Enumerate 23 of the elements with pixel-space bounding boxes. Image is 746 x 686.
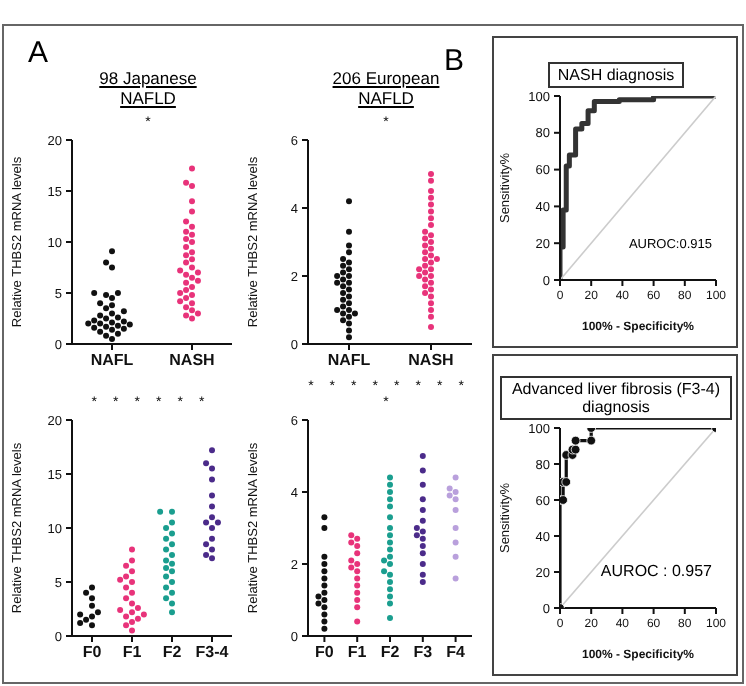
line-series bbox=[560, 96, 716, 280]
point bbox=[586, 435, 596, 446]
x-tick-label: NASH bbox=[169, 351, 216, 370]
text: A bbox=[28, 36, 49, 70]
x-tick-label: F3-4 bbox=[195, 643, 230, 662]
x-tick-label: F0 bbox=[82, 643, 103, 662]
x-tick-label: F1 bbox=[122, 643, 143, 662]
point bbox=[570, 435, 581, 446]
chart-title: 206 European NAFLD bbox=[332, 68, 440, 108]
x-tick-label: NAFL bbox=[90, 351, 134, 370]
x-tick-label: F2 bbox=[162, 643, 183, 662]
x-tick-label: F0 bbox=[315, 643, 335, 662]
chart-title: Advanced liver fibrosis (F3-4) diagnosis bbox=[500, 376, 732, 420]
chart-title: 98 Japanese NAFLD bbox=[97, 68, 199, 108]
x-tick-label: F1 bbox=[347, 643, 368, 662]
chart-title: NASH diagnosis bbox=[547, 62, 685, 88]
x-tick-label: F2 bbox=[380, 643, 401, 662]
annotation: AUROC : 0.957 bbox=[600, 562, 712, 580]
x-tick-label: NASH bbox=[408, 351, 455, 370]
x-tick-label: NAFL bbox=[327, 351, 371, 370]
x-tick-label: F4 bbox=[446, 643, 467, 662]
x-tick-label: F3 bbox=[413, 643, 434, 662]
text: B bbox=[444, 44, 465, 78]
